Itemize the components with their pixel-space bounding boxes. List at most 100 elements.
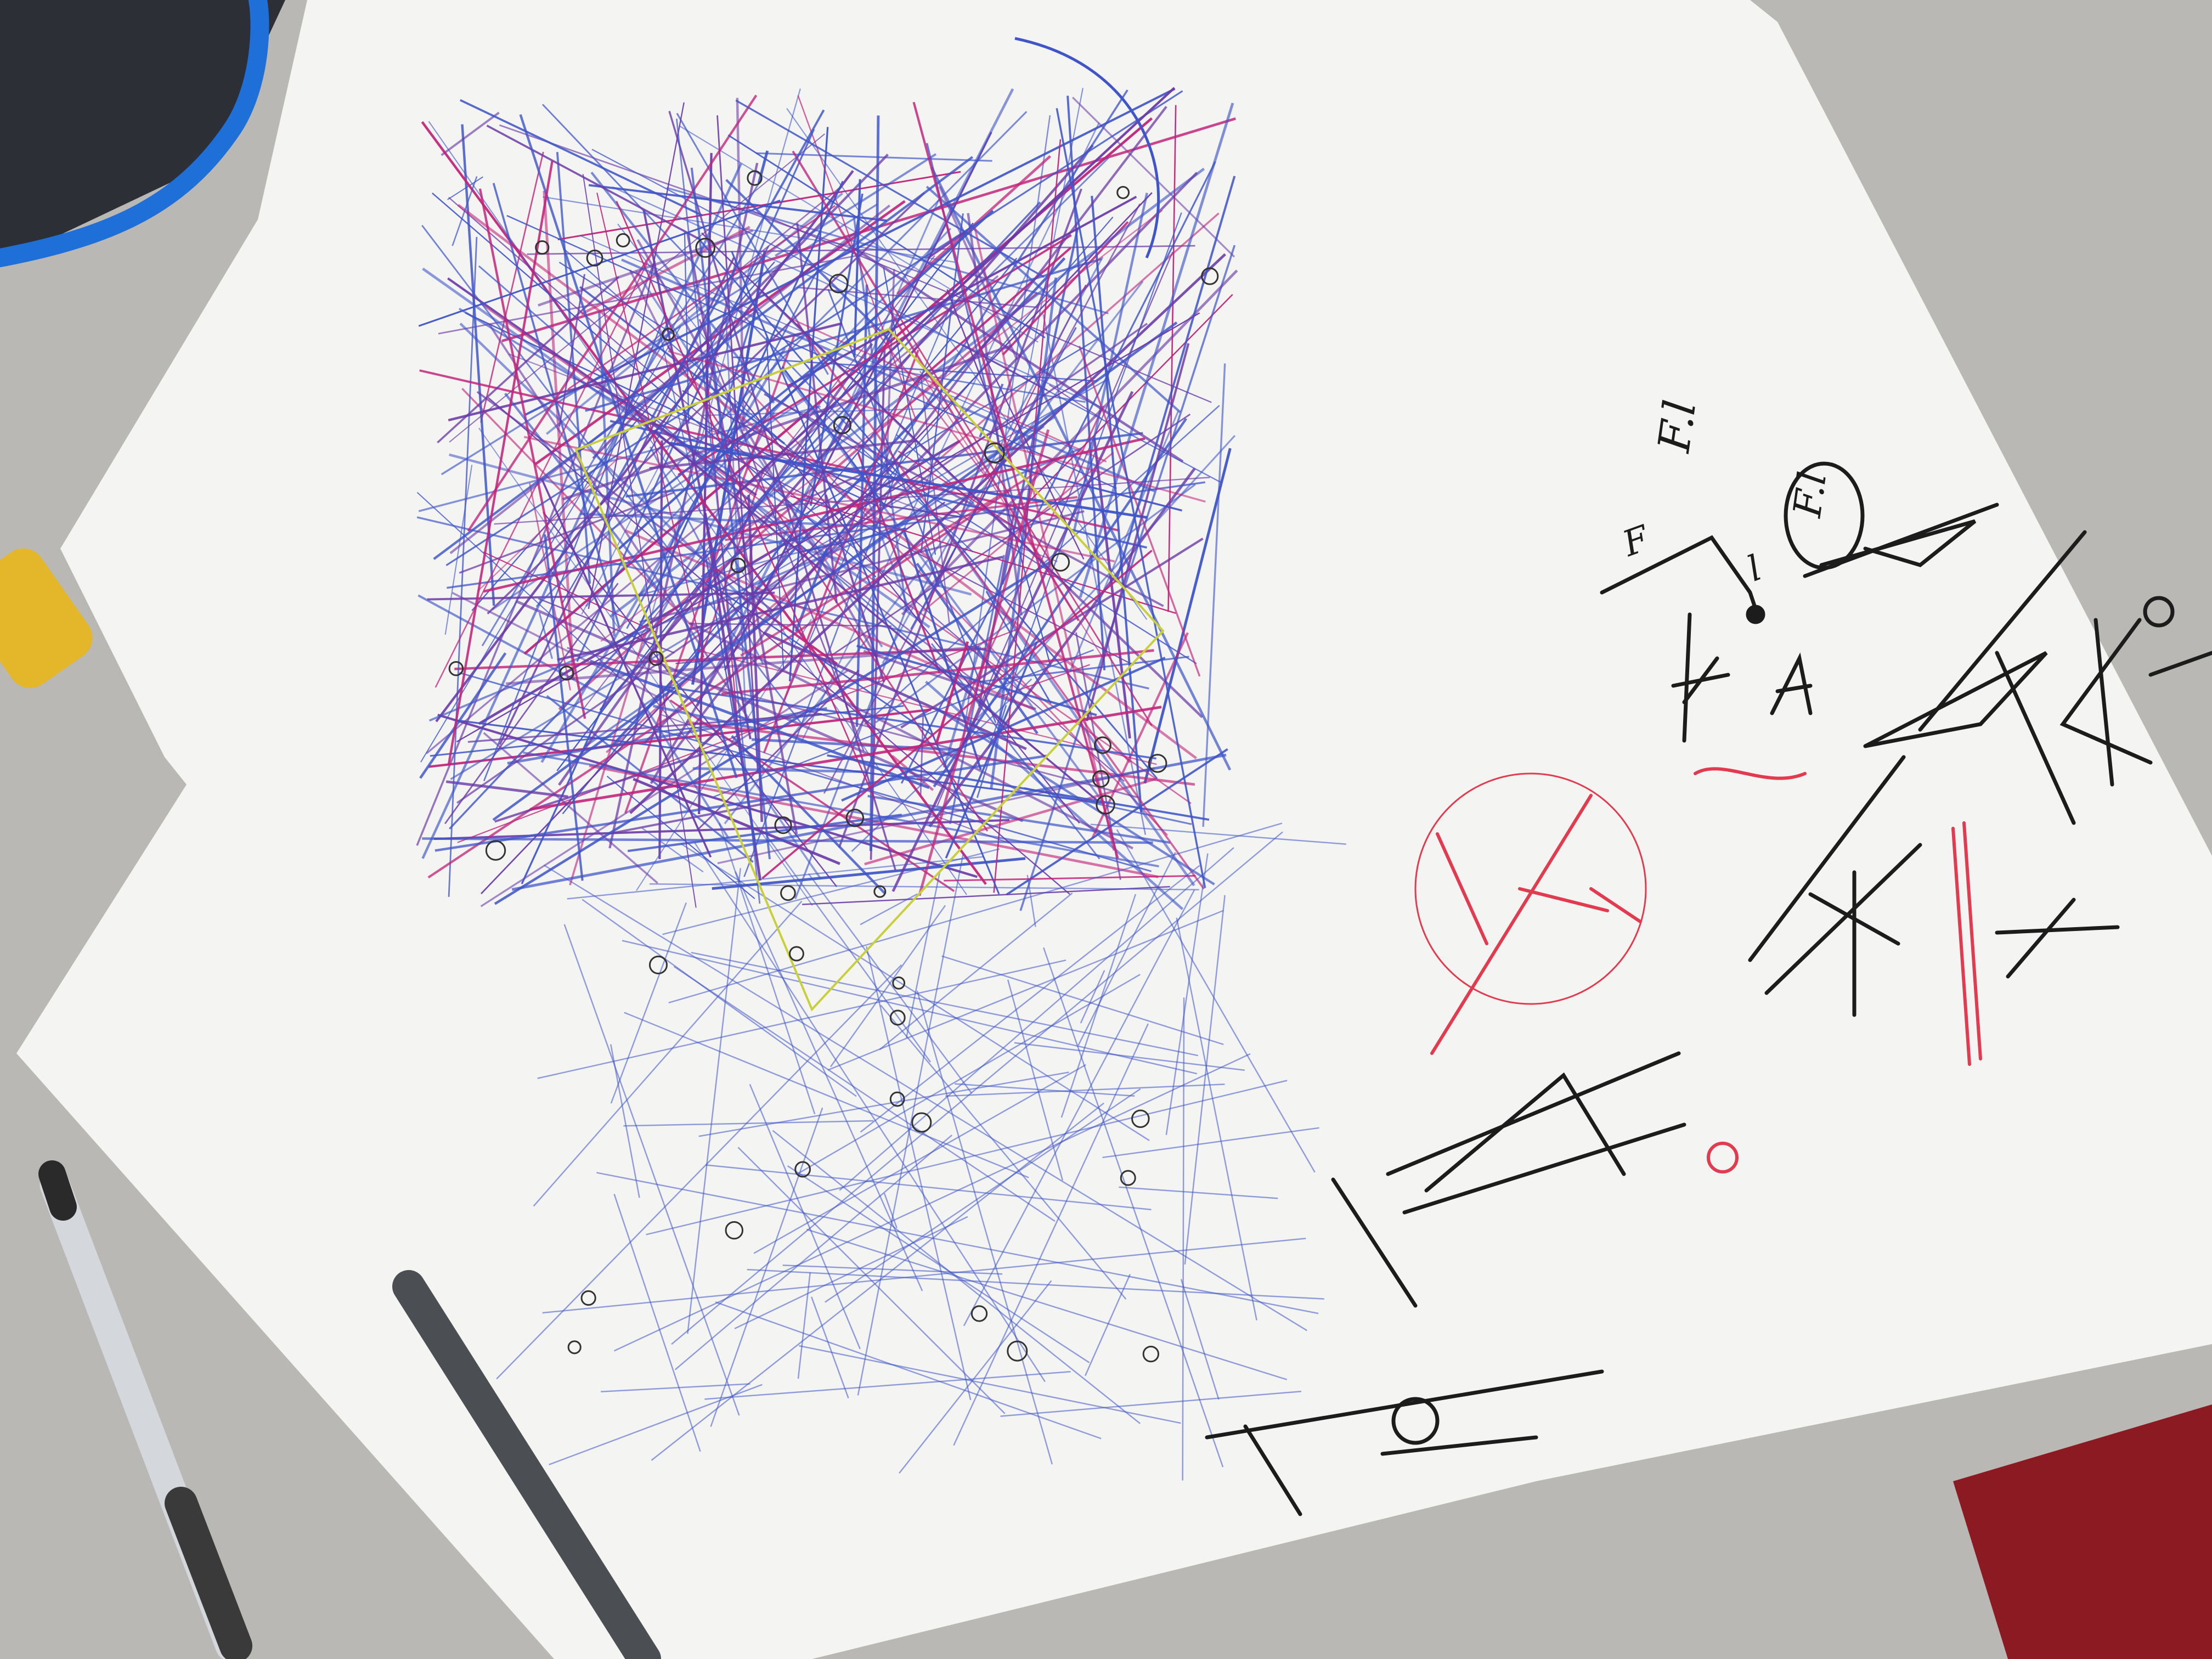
- scribble-line: [890, 303, 1153, 726]
- clear-ballpoint-pen: [38, 1160, 252, 1659]
- marker-circle: [580, 1290, 596, 1306]
- scribble-line: [718, 822, 816, 1115]
- scribble-line: [682, 390, 893, 509]
- scribble-line: [508, 353, 1058, 562]
- scribble-line: [427, 591, 775, 601]
- scribble-line: [690, 167, 771, 860]
- marker-circle: [780, 885, 796, 901]
- scribble-line: [865, 89, 1128, 499]
- scribble-line: [646, 1080, 1288, 1235]
- scribble-line: [613, 1053, 1251, 1352]
- scribble-line: [1002, 221, 1129, 356]
- scribble-line: [863, 650, 1036, 710]
- scribble-line: [1090, 823, 1346, 845]
- scribble-line: [787, 195, 1137, 387]
- scribble-line: [483, 732, 658, 884]
- scribble-line: [742, 399, 1080, 824]
- scribble-line: [1102, 1127, 1319, 1159]
- scribble-line: [422, 837, 1153, 844]
- scribble-line: [753, 1064, 1086, 1254]
- scribble-line: [927, 231, 966, 259]
- marker-circle: [616, 233, 630, 247]
- scribble-line: [437, 713, 978, 878]
- scribble-line: [918, 429, 1050, 896]
- scribble-line: [786, 108, 1148, 620]
- scribble-line: [435, 754, 1047, 852]
- marker-circle: [889, 1091, 905, 1107]
- marker-circle: [559, 665, 574, 681]
- scribble-line: [974, 228, 1115, 851]
- scribble-line: [853, 217, 907, 611]
- scribble-line: [905, 870, 941, 1038]
- scribble-line: [749, 1084, 861, 1350]
- scribble-line: [787, 1165, 1090, 1363]
- black-ink-sketches: [1205, 461, 2212, 1516]
- scribble-line: [1042, 314, 1147, 835]
- scribble-line: [533, 900, 803, 1207]
- scribble-line: [1143, 448, 1232, 784]
- scribble-line: [640, 700, 730, 838]
- scribble-line: [445, 780, 568, 798]
- scribble-line: [622, 940, 1198, 1075]
- scribble-line: [735, 87, 1176, 495]
- scribble-line: [1049, 384, 1102, 419]
- scribble-line: [652, 704, 758, 730]
- scribble-line: [538, 229, 754, 307]
- scribble-line: [741, 764, 822, 879]
- scribble-line: [731, 251, 1000, 895]
- scribble-line: [557, 171, 961, 241]
- marker-circle: [911, 1112, 932, 1133]
- scribble-line: [629, 253, 1226, 814]
- scribble-line: [1071, 97, 1235, 258]
- scribble-line: [511, 753, 1227, 891]
- scribble-line: [449, 204, 891, 555]
- scribble-line: [885, 269, 895, 467]
- scribble-line: [523, 751, 1159, 867]
- scribble-line: [706, 1164, 1152, 1211]
- scribble-line: [802, 885, 1170, 905]
- scribble-line: [800, 122, 1100, 743]
- scribble-line: [492, 183, 620, 628]
- scribble-line: [1000, 1390, 1302, 1417]
- scribble-line: [684, 232, 690, 424]
- scribble-line: [864, 405, 1220, 725]
- scribble-line: [445, 90, 1183, 566]
- scribble-line: [912, 101, 1119, 859]
- scribble-line: [635, 270, 883, 648]
- marker-circle: [1120, 1170, 1136, 1186]
- marker-circle: [984, 442, 1005, 464]
- marker-circle: [648, 651, 664, 666]
- scribble-line: [735, 99, 1045, 278]
- marker-circle: [873, 885, 887, 898]
- scribble-line: [623, 1120, 874, 1127]
- scribble-line: [433, 156, 974, 560]
- scribble-line: [898, 450, 1017, 529]
- scribble-line: [717, 767, 1155, 865]
- marker-circle: [1092, 770, 1110, 788]
- scribble-line: [556, 222, 974, 771]
- scribble-line: [428, 447, 1083, 722]
- scribble-line: [481, 182, 760, 647]
- marker-circle: [1142, 1345, 1159, 1363]
- scribble-line: [716, 115, 759, 773]
- scribble-line: [606, 775, 755, 899]
- scribble-cluster: [416, 87, 1346, 1481]
- scribble-line: [944, 874, 1196, 882]
- scribble-line: [617, 223, 719, 357]
- scribble-line: [963, 889, 1195, 1327]
- scribble-line: [426, 275, 999, 754]
- scribble-line: [617, 210, 994, 551]
- scribble-line: [633, 777, 840, 865]
- scribble-line: [659, 713, 1009, 844]
- scribble-line: [419, 652, 507, 779]
- scribble-line: [695, 649, 1157, 765]
- marker-circle: [1094, 736, 1111, 754]
- marker-circle: [1116, 186, 1130, 199]
- scribble-line: [899, 1280, 1052, 1474]
- scribble-line: [542, 1238, 1306, 1314]
- marker-circle: [567, 1340, 582, 1355]
- scribble-line: [662, 848, 1000, 935]
- scribble-line: [585, 228, 952, 607]
- scribble-line: [860, 865, 1200, 1133]
